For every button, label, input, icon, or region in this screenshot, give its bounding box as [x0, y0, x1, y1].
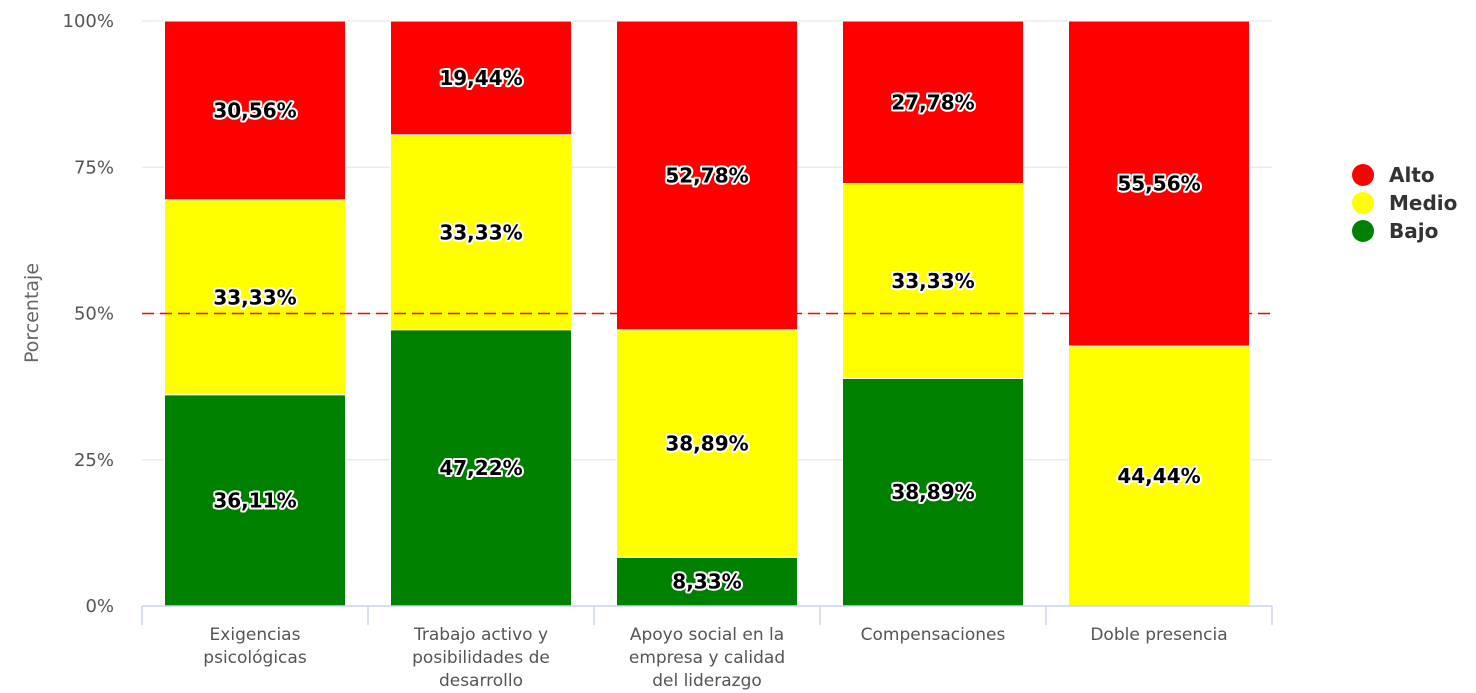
y-tick-label: 100%: [63, 11, 114, 32]
legend-item-alto[interactable]: Alto: [1352, 163, 1435, 187]
legend-label-medio: Medio: [1389, 191, 1457, 215]
bars: [164, 20, 1250, 607]
x-category-label-line: Doble presencia: [1090, 625, 1227, 645]
bar-value-label: 52,78%: [665, 163, 748, 187]
legend-item-medio[interactable]: Medio: [1352, 191, 1457, 215]
bar-value-label: 44,44%: [1117, 464, 1200, 488]
y-axis-ticks: 0% 25% 50% 75% 100%: [63, 11, 114, 617]
bar-value-label: 30,56%: [213, 98, 296, 122]
x-category-label-line: psicológicas: [203, 648, 307, 668]
legend-marker-bajo: [1352, 220, 1374, 242]
bar-value-label: 27,78%: [891, 90, 974, 114]
x-category-label-line: del liderazgo: [652, 671, 762, 691]
legend-label-bajo: Bajo: [1389, 219, 1438, 243]
x-category-label: Exigencias psicológicas: [203, 625, 307, 668]
y-tick-label: 25%: [74, 450, 114, 471]
legend-item-bajo[interactable]: Bajo: [1352, 219, 1438, 243]
x-category-label: Doble presencia: [1090, 625, 1227, 645]
bar-segment-bajo: [164, 394, 346, 607]
x-category-label-line: empresa y calidad: [629, 648, 785, 668]
x-axis: Exigencias psicológicas Trabajo activo y po…: [141, 605, 1273, 691]
bar-value-label: 38,89%: [665, 432, 748, 456]
bar-segment-alto: [164, 20, 346, 201]
x-category-label-line: posibilidades de: [412, 648, 550, 668]
y-tick-label: 0%: [85, 596, 114, 617]
x-category-label-line: Exigencias: [210, 625, 301, 645]
bar-segment-medio: [616, 329, 798, 558]
x-category-label-line: desarrollo: [439, 671, 523, 691]
y-axis-label: Porcentaje: [21, 263, 43, 363]
x-category-label-line: Compensaciones: [861, 625, 1006, 645]
bar-value-label: 38,89%: [891, 480, 974, 504]
bar-value-label: 55,56%: [1117, 172, 1200, 196]
bar-value-labels: 36,11% 33,33% 30,56% 47,22% 33,33% 19,44% 8,33…: [211, 64, 1202, 596]
bar-value-label: 19,44%: [439, 66, 522, 90]
bar-segment-alto: [1068, 20, 1250, 347]
bar-segment-alto: [616, 20, 798, 331]
legend-marker-medio: [1352, 192, 1374, 214]
bar-value-label: 33,33%: [439, 220, 522, 244]
bar-segment-alto: [842, 20, 1024, 185]
bar-value-label: 33,33%: [213, 285, 296, 309]
x-category-label: Trabajo activo y posibilidades de desarrol…: [412, 625, 550, 691]
bar-value-label: 36,11%: [213, 488, 296, 512]
bar-segment-medio: [390, 134, 572, 331]
bar-segment-medio: [164, 199, 346, 396]
bar-value-label: 33,33%: [891, 269, 974, 293]
bar-value-label: 47,22%: [439, 456, 522, 480]
legend-marker-alto: [1352, 164, 1374, 186]
y-tick-label: 75%: [74, 157, 114, 178]
y-tick-label: 50%: [74, 304, 114, 325]
x-category-label: Compensaciones: [861, 625, 1006, 645]
bar-segment-medio: [842, 183, 1024, 379]
bar-segment-alto: [390, 20, 572, 136]
bar-value-label: 8,33%: [672, 570, 741, 594]
x-category-label: Apoyo social en la empresa y calidad del l…: [629, 625, 785, 691]
legend[interactable]: Alto Medio Bajo: [1352, 163, 1457, 243]
bar-segment-medio: [1068, 345, 1250, 607]
bar-segment-bajo: [616, 556, 798, 607]
bar-segment-bajo: [842, 377, 1024, 607]
legend-label-alto: Alto: [1389, 163, 1435, 187]
x-category-label-line: Apoyo social en la: [630, 625, 784, 645]
x-category-label-line: Trabajo activo y: [413, 625, 548, 645]
